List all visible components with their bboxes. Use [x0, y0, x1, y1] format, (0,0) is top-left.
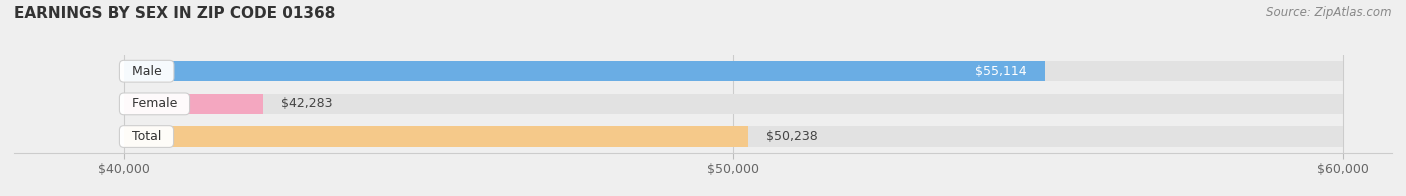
Bar	[124, 61, 1045, 81]
Bar	[124, 94, 1343, 114]
Text: $55,114: $55,114	[976, 65, 1026, 78]
Text: Male: Male	[124, 65, 170, 78]
Text: Total: Total	[124, 130, 169, 143]
Text: EARNINGS BY SEX IN ZIP CODE 01368: EARNINGS BY SEX IN ZIP CODE 01368	[14, 6, 336, 21]
Bar	[124, 61, 1343, 81]
Text: $50,238: $50,238	[766, 130, 818, 143]
Bar	[124, 94, 263, 114]
Text: Source: ZipAtlas.com: Source: ZipAtlas.com	[1267, 6, 1392, 19]
Bar	[124, 126, 1343, 147]
Text: Female: Female	[124, 97, 186, 110]
Text: $42,283: $42,283	[281, 97, 333, 110]
Bar	[124, 126, 748, 147]
